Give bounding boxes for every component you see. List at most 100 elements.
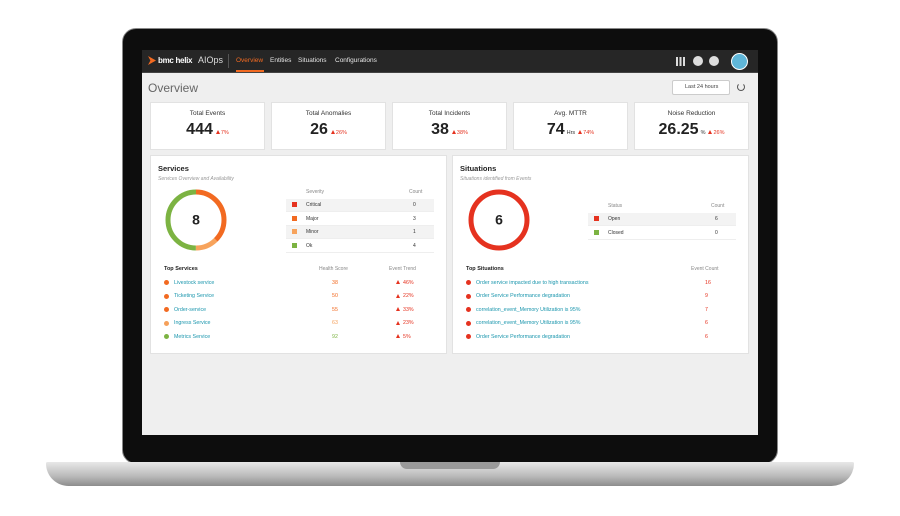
kpi-value-row: 26 26%	[272, 121, 385, 139]
table-row	[286, 240, 434, 254]
item-name[interactable]: Order-service	[174, 306, 207, 313]
kpi-unit: %	[700, 130, 706, 136]
row-count: 3	[413, 215, 416, 222]
event-trend: 33%	[403, 306, 414, 313]
kpi-trend: 38%	[456, 130, 468, 136]
status-icon	[466, 320, 471, 326]
event-count: 6	[705, 333, 708, 340]
tools-icon[interactable]	[693, 56, 703, 66]
help-icon[interactable]	[709, 56, 719, 66]
panel-subtitle: Services Overview and Availability	[158, 176, 234, 182]
status-square	[594, 229, 599, 235]
status-square	[292, 215, 297, 221]
nav-underline	[236, 70, 264, 72]
kpi-label: Noise Reduction	[667, 110, 716, 117]
kpi-value-row: 74 Hrs 74%	[514, 121, 627, 139]
trend-arrow	[396, 334, 400, 339]
donut-chart: 8	[165, 189, 227, 251]
kpi-value-row: 444 7%	[151, 121, 264, 139]
event-trend: 5%	[403, 333, 411, 340]
list-title: Top Situations	[466, 266, 504, 272]
item-name[interactable]: Metrics Service	[174, 333, 211, 340]
nav-item[interactable]: Situations	[298, 57, 327, 64]
trend-arrow	[708, 130, 713, 134]
panel: Services Services Overview and Availabili…	[150, 155, 447, 354]
table-header: Count	[711, 203, 725, 209]
event-count: 16	[705, 279, 711, 286]
trend-arrow	[396, 307, 400, 312]
health-score: 63	[332, 320, 338, 327]
donut-chart: 6	[468, 189, 530, 251]
row-name: Minor	[306, 229, 319, 236]
status-icon	[164, 320, 169, 326]
status-square	[292, 243, 297, 249]
time-range-button[interactable]: Last 24 hours	[672, 80, 730, 95]
logo-icon	[148, 56, 156, 65]
event-count: 7	[705, 306, 708, 313]
trend-arrow	[396, 293, 400, 298]
list-header: Event Count	[691, 266, 719, 272]
panel-subtitle: Situations identified from Events	[460, 176, 532, 182]
row-count: 6	[715, 216, 718, 222]
item-name[interactable]: correlation_event_Memory Utilization is …	[476, 320, 581, 327]
kpi-card: Total Events 444 7%	[150, 102, 265, 150]
table-header: Status	[608, 203, 623, 209]
event-trend: 23%	[403, 320, 414, 327]
row-name: Closed	[608, 229, 624, 236]
donut-segment	[468, 189, 530, 251]
health-score: 92	[332, 333, 338, 340]
nav-item[interactable]: Entities	[270, 57, 292, 64]
kpi-trend: 74%	[583, 130, 595, 136]
avatar[interactable]	[731, 53, 748, 70]
kpi-card: Avg. MTTR 74 Hrs 74%	[513, 102, 628, 150]
status-square	[292, 202, 297, 207]
kpi-label: Total Anomalies	[305, 110, 352, 117]
donut-segment	[165, 189, 227, 251]
status-icon	[466, 280, 471, 285]
page-title: Overview	[148, 81, 199, 95]
list-header: Event Trend	[389, 266, 416, 272]
trend-arrow	[396, 320, 400, 325]
row-name: Ok	[306, 243, 313, 250]
list-header: Health Score	[319, 266, 348, 272]
item-name[interactable]: Order Service Performance degradation	[476, 293, 570, 300]
item-name[interactable]: Ingress Service	[174, 320, 211, 327]
laptop-notch	[400, 462, 500, 469]
trend-arrow	[451, 130, 456, 134]
kpi-value: 26	[310, 121, 328, 138]
kpi-label: Avg. MTTR	[554, 110, 587, 117]
item-name[interactable]: Order service impacted due to high trans…	[476, 279, 589, 286]
table-row	[286, 199, 434, 212]
row-count: 4	[413, 243, 416, 250]
row-name: Open	[608, 216, 621, 222]
nav-item[interactable]: Configurations	[335, 57, 377, 64]
event-count: 9	[705, 293, 708, 300]
brand: bmc helix	[158, 56, 193, 65]
trend-arrow	[578, 130, 583, 134]
nav-item[interactable]: Overview	[236, 57, 264, 64]
kpi-card: Total Incidents 38 38%	[392, 102, 507, 150]
trend-arrow	[330, 130, 335, 134]
item-name[interactable]: Order Service Performance degradation	[476, 333, 570, 340]
item-name[interactable]: correlation_event_Memory Utilization is …	[476, 306, 581, 313]
top-bar: bmc helix AIOps Overview Entities Situatio…	[142, 50, 758, 73]
row-count: 1	[413, 229, 416, 236]
status-square	[594, 216, 599, 221]
status-icon	[164, 307, 169, 313]
panel: Situations Situations identified from Eve…	[452, 155, 749, 354]
item-name[interactable]: Ticketing Service	[174, 293, 215, 300]
kpi-card: Noise Reduction 26.25% 26%	[634, 102, 749, 150]
status-icon	[466, 307, 471, 313]
status-icon	[466, 334, 471, 340]
apps-icon[interactable]	[676, 57, 685, 66]
panel-title: Services	[158, 164, 189, 173]
kpi-value: 26.25	[658, 121, 699, 138]
refresh-icon[interactable]	[737, 83, 745, 91]
time-range: Last 24 hours	[685, 84, 719, 90]
kpi-label: Total Events	[189, 110, 226, 117]
event-trend: 46%	[403, 279, 414, 286]
status-icon	[466, 293, 471, 299]
item-name[interactable]: Livestock service	[174, 279, 215, 286]
trend-arrow	[215, 130, 220, 134]
